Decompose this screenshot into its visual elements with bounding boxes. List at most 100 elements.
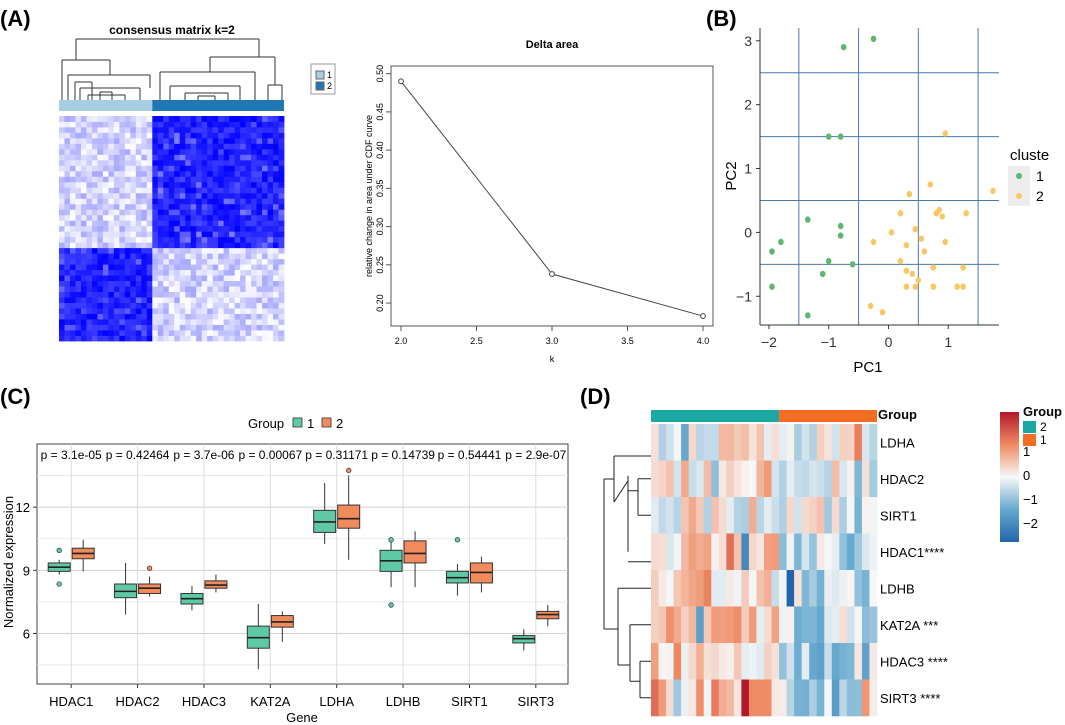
consensus-cell <box>70 259 76 265</box>
consensus-cell <box>75 303 81 309</box>
consensus-cell <box>262 308 268 314</box>
heatmap-cell <box>832 680 840 717</box>
consensus-cell <box>130 209 136 215</box>
consensus-cell <box>119 149 125 155</box>
consensus-cell <box>119 286 125 292</box>
consensus-cell <box>130 231 136 237</box>
consensus-cell <box>75 253 81 259</box>
heatmap-cell <box>681 643 689 680</box>
consensus-cell <box>152 281 158 287</box>
consensus-cell <box>114 127 120 133</box>
consensus-cell <box>257 193 263 199</box>
consensus-cell <box>64 248 70 254</box>
consensus-cell <box>119 297 125 303</box>
consensus-cell <box>246 127 252 133</box>
consensus-cell <box>169 259 175 265</box>
consensus-cell <box>119 231 125 237</box>
consensus-cell <box>169 198 175 204</box>
consensus-cell <box>125 286 131 292</box>
consensus-cell <box>158 226 164 232</box>
consensus-cell <box>202 204 208 210</box>
consensus-cell <box>103 259 109 265</box>
consensus-cell <box>268 270 274 276</box>
consensus-cell <box>273 325 279 331</box>
consensus-cell <box>97 127 103 133</box>
consensus-cell <box>191 204 197 210</box>
consensus-cell <box>279 226 285 232</box>
consensus-cell <box>262 165 268 171</box>
consensus-cell <box>235 270 241 276</box>
consensus-cell <box>86 182 92 188</box>
consensus-cell <box>125 154 131 160</box>
consensus-cell <box>262 297 268 303</box>
boxplot-ytick-label: 9 <box>23 563 30 578</box>
consensus-cell <box>229 237 235 243</box>
consensus-cell <box>119 220 125 226</box>
consensus-cell <box>136 319 142 325</box>
consensus-cell <box>262 193 268 199</box>
consensus-cell <box>273 116 279 122</box>
consensus-cell <box>268 165 274 171</box>
heatmap-cell <box>862 570 870 607</box>
boxplot-legend-title: Group <box>248 416 284 431</box>
consensus-cell <box>136 253 142 259</box>
heatmap-cell <box>869 534 877 571</box>
consensus-cell <box>147 264 153 270</box>
consensus-cell <box>279 253 285 259</box>
consensus-cell <box>185 308 191 314</box>
consensus-cell <box>229 220 235 226</box>
heatmap-cell <box>696 570 704 607</box>
consensus-cell <box>235 275 241 281</box>
consensus-cell <box>81 314 87 320</box>
consensus-cell <box>103 253 109 259</box>
heatmap-cell <box>666 424 674 461</box>
heatmap-cell <box>779 534 787 571</box>
consensus-cell <box>158 127 164 133</box>
consensus-cell <box>75 286 81 292</box>
consensus-cell <box>224 319 230 325</box>
consensus-cell <box>97 182 103 188</box>
consensus-cell <box>125 215 131 221</box>
consensus-cell <box>174 248 180 254</box>
heatmap-cell <box>862 643 870 680</box>
consensus-cell <box>246 231 252 237</box>
consensus-cell <box>279 270 285 276</box>
heatmap-cell <box>756 607 764 644</box>
consensus-cell <box>262 127 268 133</box>
heatmap-cell <box>832 534 840 571</box>
heatmap-cell <box>666 607 674 644</box>
consensus-cell <box>125 198 131 204</box>
consensus-cell <box>279 121 285 127</box>
consensus-cell <box>147 220 153 226</box>
consensus-cell <box>136 138 142 144</box>
heatmap-cell <box>659 680 667 717</box>
consensus-cell <box>268 286 274 292</box>
consensus-cell <box>103 121 109 127</box>
consensus-cell <box>224 160 230 166</box>
consensus-cell <box>136 127 142 133</box>
consensus-cell <box>158 160 164 166</box>
consensus-cell <box>196 281 202 287</box>
consensus-cell <box>213 231 219 237</box>
delta-xtick-label: 3.5 <box>621 336 634 346</box>
consensus-cell <box>191 193 197 199</box>
consensus-cell <box>191 303 197 309</box>
heatmap-cell <box>809 497 817 534</box>
consensus-cell <box>152 259 158 265</box>
consensus-cell <box>64 275 70 281</box>
consensus-cell <box>125 308 131 314</box>
consensus-cell <box>218 149 224 155</box>
consensus-cell <box>224 275 230 281</box>
consensus-cell <box>213 275 219 281</box>
consensus-cell <box>158 242 164 248</box>
consensus-cell <box>251 275 257 281</box>
consensus-cell <box>92 149 98 155</box>
consensus-cell <box>158 292 164 298</box>
consensus-cell <box>114 171 120 177</box>
consensus-cell <box>180 308 186 314</box>
pca-point <box>838 223 844 229</box>
consensus-cell <box>191 176 197 182</box>
consensus-cell <box>185 270 191 276</box>
consensus-cell <box>273 127 279 133</box>
consensus-cell <box>147 187 153 193</box>
